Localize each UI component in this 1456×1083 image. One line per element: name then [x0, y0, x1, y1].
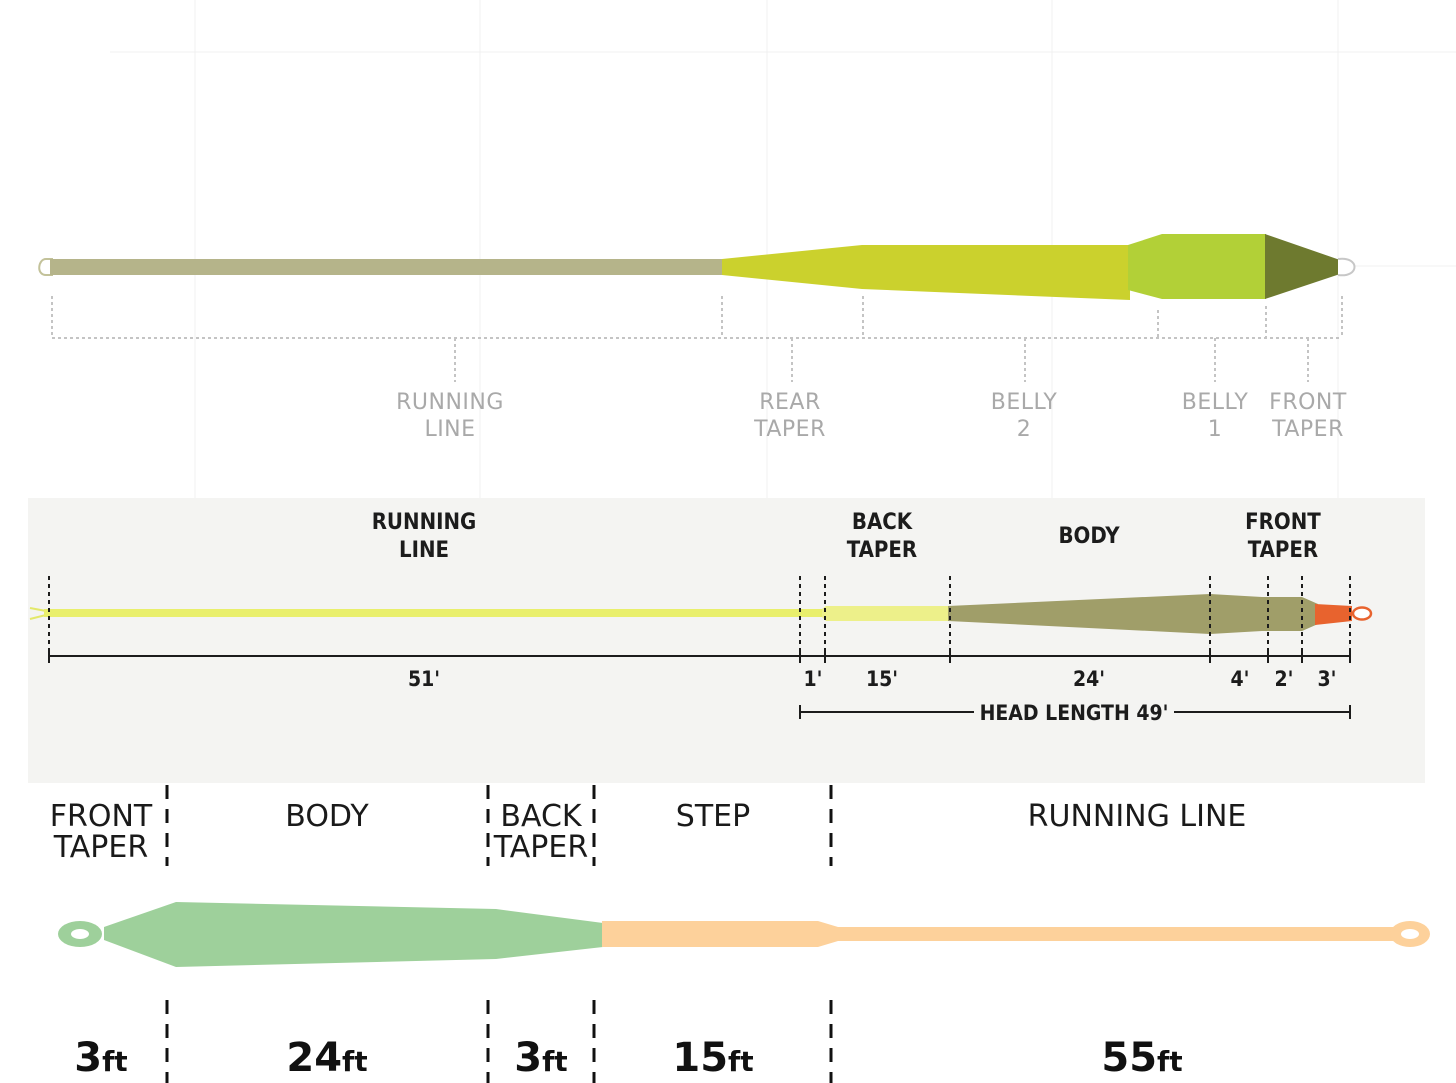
head-length-label: HEAD LENGTH 49': [980, 701, 1169, 725]
length-body: 24ft: [286, 1035, 367, 1081]
label-running-line-2: LINE: [424, 417, 475, 442]
measure-line: [48, 649, 1351, 663]
line-profile: [58, 902, 1430, 967]
line-profile: [38, 234, 1356, 300]
head-length-bracket: [799, 705, 1351, 719]
dashed-separators: [165, 785, 833, 1083]
label-body: BODY: [285, 799, 369, 834]
loop-left-hole: [71, 929, 89, 939]
label-running-line-2: LINE: [399, 538, 449, 563]
label-back-taper-2: TAPER: [847, 538, 917, 563]
length-4: 4': [1231, 667, 1250, 691]
loop-left: [29, 607, 47, 620]
step-segment: [602, 921, 838, 947]
segment-labels: FRONT TAPER BODY BACK TAPER STEP RUNNING…: [50, 799, 1247, 865]
segment-lengths: 51' 1' 15' 24' 4' 2' 3': [408, 667, 1337, 691]
label-body: BODY: [1058, 524, 1120, 549]
length-running-line: 55ft: [1101, 1035, 1182, 1081]
label-front-taper-2: TAPER: [53, 830, 148, 865]
loop-right: [1337, 257, 1356, 277]
rear-taper-segment: [722, 245, 1130, 300]
segment-lengths: 3ft 24ft 3ft 15ft 55ft: [74, 1035, 1182, 1081]
body-segment: [948, 594, 1318, 634]
back-taper-segment: [822, 606, 950, 621]
diagram-rio-taper: RUNNING LINE REAR TAPER BELLY 2 BELLY 1 …: [0, 0, 1456, 500]
label-front-taper-2: TAPER: [1248, 538, 1318, 563]
label-belly-1: BELLY: [1182, 390, 1249, 415]
label-running-line: RUNNING: [372, 510, 477, 535]
loop-right-hole: [1401, 929, 1419, 939]
running-line-segment: [50, 259, 723, 275]
diagram-ft-lengths-svg: FRONT TAPER BODY BACK TAPER STEP RUNNING…: [50, 785, 1430, 1083]
label-belly-2: BELLY: [991, 390, 1058, 415]
head-segment: [104, 902, 603, 967]
length-1: 1': [804, 667, 823, 691]
tip-segment: [1315, 604, 1352, 625]
diagram-ft-lengths: FRONT TAPER BODY BACK TAPER STEP RUNNING…: [0, 783, 1456, 1083]
label-rear-taper-2: TAPER: [753, 417, 826, 442]
label-belly-2-num: 2: [1017, 417, 1032, 442]
label-step: STEP: [676, 799, 750, 834]
label-back-taper: BACK: [500, 799, 583, 834]
label-back-taper-2: TAPER: [493, 830, 588, 865]
segment-labels: RUNNING LINE BACK TAPER BODY FRONT TAPER: [372, 510, 1322, 563]
front-taper-segment: [1265, 234, 1340, 299]
length-3: 3': [1318, 667, 1337, 691]
running-line-segment: [836, 927, 1398, 941]
label-front-taper-2: TAPER: [1271, 417, 1344, 442]
length-running-line: 51': [408, 667, 440, 691]
length-back-taper: 15': [866, 667, 898, 691]
label-rear-taper: REAR: [759, 390, 821, 415]
diagram-head-length-svg: RUNNING LINE BACK TAPER BODY FRONT TAPER: [29, 510, 1373, 725]
length-body: 24': [1073, 667, 1105, 691]
label-front-taper: FRONT: [50, 799, 153, 834]
label-front-taper: FRONT: [1245, 510, 1321, 535]
label-back-taper: BACK: [852, 510, 913, 535]
line-profile: [29, 594, 1373, 634]
running-line-segment: [44, 609, 824, 617]
label-running-line: RUNNING LINE: [1028, 799, 1247, 834]
length-2: 2': [1275, 667, 1294, 691]
length-step: 15ft: [672, 1035, 753, 1081]
loop-right: [1351, 606, 1373, 621]
diagram-rio-taper-svg: RUNNING LINE REAR TAPER BELLY 2 BELLY 1 …: [38, 0, 1456, 500]
diagram-head-length: RUNNING LINE BACK TAPER BODY FRONT TAPER: [28, 498, 1425, 783]
label-belly-1-num: 1: [1208, 417, 1223, 442]
length-back-taper: 3ft: [514, 1035, 567, 1081]
belly-1-segment: [1128, 234, 1266, 299]
dotted-guides: [51, 296, 1343, 382]
label-front-taper: FRONT: [1269, 390, 1347, 415]
segment-labels: RUNNING LINE REAR TAPER BELLY 2 BELLY 1 …: [396, 390, 1347, 442]
length-front-taper: 3ft: [74, 1035, 127, 1081]
label-running-line: RUNNING: [396, 390, 504, 415]
